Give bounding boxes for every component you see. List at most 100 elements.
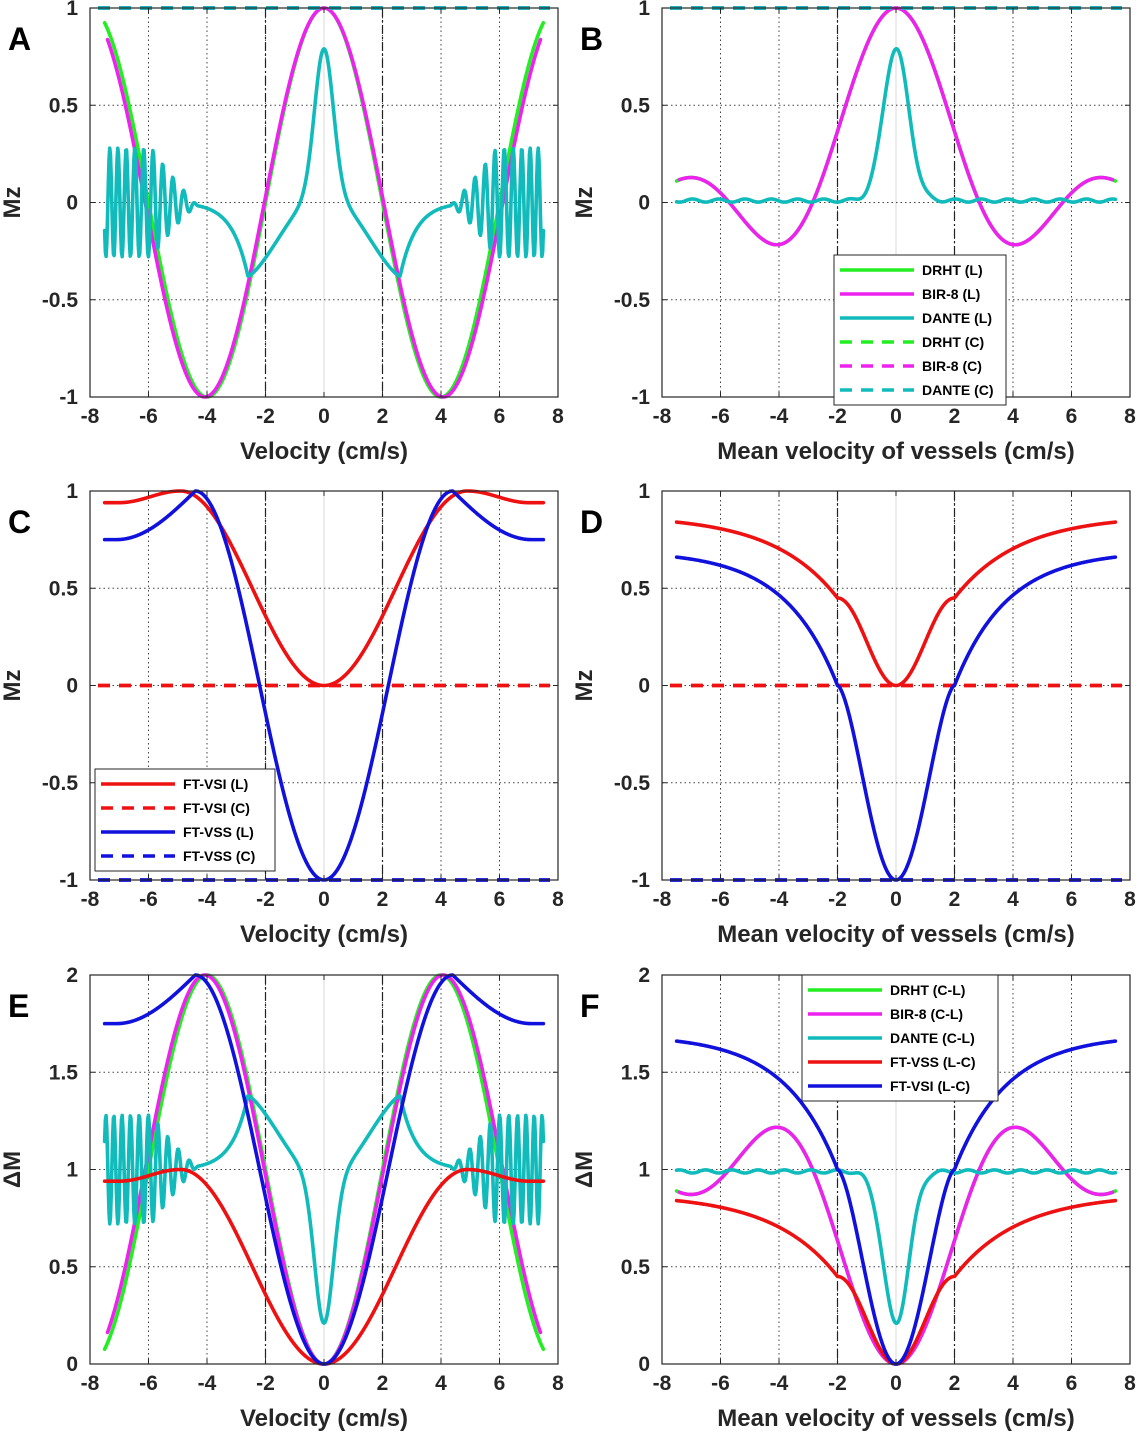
- x-tick-label: 8: [552, 405, 564, 428]
- y-axis-label: Mz: [0, 187, 26, 219]
- panel-b: -8 -6 -4 -2 0 2 4 6 8 -1 -0.5 0 0.5 1 Mean velocity of…: [571, 0, 1136, 465]
- y-tick-label: -1: [59, 869, 78, 892]
- x-tick-label: -2: [256, 405, 275, 428]
- x-tick-label: 8: [552, 888, 564, 911]
- y-tick-label: -0.5: [42, 289, 79, 312]
- x-tick-label: 0: [890, 888, 902, 911]
- x-tick-label: 4: [435, 405, 447, 428]
- legend-entry: FT-VSS (C): [183, 848, 255, 864]
- x-tick-label: 4: [1007, 1372, 1019, 1395]
- x-axis-label: Mean velocity of vessels (cm/s): [717, 438, 1075, 465]
- legend-box: [94, 768, 276, 872]
- legend-entry: DANTE (L): [922, 310, 992, 326]
- x-tick-label: 4: [1007, 888, 1019, 911]
- legend-entry: BIR-8 (C): [922, 358, 982, 374]
- x-tick-label: -6: [139, 405, 158, 428]
- y-tick-label: 0: [638, 1353, 650, 1376]
- y-axis-label: ΔM: [571, 1151, 598, 1188]
- legend-entry: DRHT (L): [922, 262, 983, 278]
- y-tick-label: 0.5: [621, 577, 651, 600]
- x-axis-label: Velocity (cm/s): [240, 921, 408, 948]
- legend-entry: DRHT (C-L): [890, 982, 965, 998]
- legend: FT-VSI (L) FT-VSI (C) FT-VSS (L) FT-VSS (C): [94, 768, 276, 872]
- legend-entry: FT-VSI (C): [183, 800, 250, 816]
- panel-e: -8 -6 -4 -2 0 2 4 6 8 0 0.5 1 1.5 2 Velocity (cm/s) ΔM E: [0, 964, 564, 1432]
- y-tick-label: 0.5: [49, 94, 79, 117]
- x-tick-label: 2: [377, 888, 389, 911]
- y-tick-label: 1: [638, 480, 650, 503]
- x-tick-label: -6: [711, 888, 730, 911]
- y-tick-label: 0: [66, 1353, 78, 1376]
- panel-d: -8 -6 -4 -2 0 2 4 6 8 -1 -0.5 0 0.5 1 Mean velocity of…: [571, 480, 1136, 948]
- x-tick-label: 0: [890, 1372, 902, 1395]
- legend-entry: DANTE (C-L): [890, 1030, 975, 1046]
- y-tick-label: -0.5: [614, 289, 651, 312]
- x-tick-label: 4: [1007, 405, 1019, 428]
- x-tick-label: 6: [494, 405, 506, 428]
- x-tick-label: -6: [711, 1372, 730, 1395]
- x-tick-label: 8: [1124, 888, 1136, 911]
- legend: DRHT (C-L) BIR-8 (C-L) DANTE (C-L) FT-VSS (…: [801, 974, 999, 1102]
- y-tick-label: -1: [59, 386, 78, 409]
- y-tick-label: -1: [631, 386, 650, 409]
- x-tick-label: -2: [256, 888, 275, 911]
- x-tick-label: 6: [1066, 1372, 1078, 1395]
- y-tick-label: 1: [638, 1159, 650, 1182]
- x-tick-label: -4: [770, 888, 789, 911]
- legend-box: [833, 254, 1007, 406]
- x-tick-label: 8: [1124, 1372, 1136, 1395]
- x-tick-label: 4: [435, 888, 447, 911]
- x-tick-label: 8: [1124, 405, 1136, 428]
- x-tick-label: -2: [828, 1372, 847, 1395]
- y-tick-label: 1: [66, 1159, 78, 1182]
- series-line: [102, 47, 546, 278]
- x-tick-label: 6: [494, 888, 506, 911]
- x-tick-label: -2: [828, 888, 847, 911]
- x-tick-label: -4: [198, 1372, 217, 1395]
- y-tick-label: 0: [638, 675, 650, 698]
- legend-entry: FT-VSI (L-C): [890, 1078, 970, 1094]
- y-tick-label: 0.5: [621, 1256, 651, 1279]
- legend-entry: DANTE (C): [922, 382, 994, 398]
- y-tick-label: 0.5: [49, 1256, 79, 1279]
- y-tick-label: 1: [638, 0, 650, 20]
- legend-entry: FT-VSS (L): [183, 824, 254, 840]
- y-tick-label: 0: [66, 675, 78, 698]
- y-tick-label: 1.5: [49, 1061, 79, 1084]
- x-tick-label: 0: [318, 1372, 330, 1395]
- y-tick-label: 2: [638, 964, 650, 987]
- panel-label: F: [580, 988, 600, 1024]
- y-tick-label: 0.5: [49, 577, 79, 600]
- panel-label: A: [8, 21, 31, 57]
- y-tick-label: 1: [66, 0, 78, 20]
- y-tick-label: -0.5: [614, 772, 651, 795]
- series-line: [102, 1094, 546, 1325]
- y-axis-label: Mz: [571, 187, 598, 219]
- x-axis-label: Velocity (cm/s): [240, 1405, 408, 1432]
- x-axis-label: Mean velocity of vessels (cm/s): [717, 1405, 1075, 1432]
- x-tick-label: -2: [828, 405, 847, 428]
- x-tick-label: -4: [770, 1372, 789, 1395]
- x-tick-label: 6: [494, 1372, 506, 1395]
- panel-label: D: [580, 504, 603, 540]
- y-axis-label: Mz: [0, 670, 26, 702]
- legend-entry: BIR-8 (C-L): [890, 1006, 963, 1022]
- x-tick-label: -8: [653, 888, 672, 911]
- x-tick-label: 0: [890, 405, 902, 428]
- x-axis-label: Velocity (cm/s): [240, 438, 408, 465]
- x-tick-label: -8: [81, 1372, 100, 1395]
- x-tick-label: 6: [1066, 888, 1078, 911]
- x-tick-label: -2: [256, 1372, 275, 1395]
- x-tick-label: -6: [139, 888, 158, 911]
- legend-entry: BIR-8 (L): [922, 286, 980, 302]
- panel-label: C: [8, 504, 31, 540]
- series-line: [674, 1168, 1118, 1325]
- x-tick-label: 0: [318, 888, 330, 911]
- y-tick-label: 0: [66, 192, 78, 215]
- y-tick-label: 1: [66, 480, 78, 503]
- x-tick-label: -8: [81, 405, 100, 428]
- y-tick-label: 2: [66, 964, 78, 987]
- panel-c: -8 -6 -4 -2 0 2 4 6 8 -1 -0.5 0 0.5 1 Velocity (cm/s) M…: [0, 480, 564, 948]
- y-tick-label: 0.5: [621, 94, 651, 117]
